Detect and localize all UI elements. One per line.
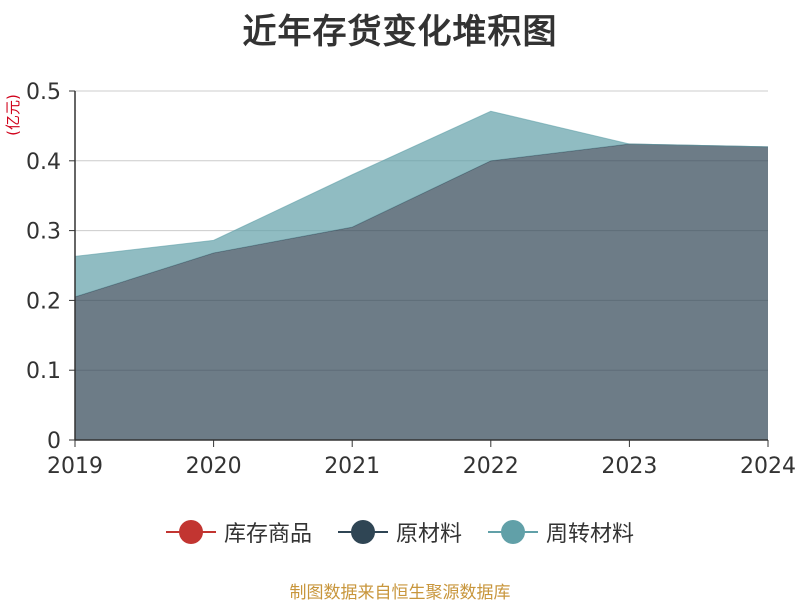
axes: 0 0.1 0.2 0.3 0.4 0.5 2019 2020 2021 2022 2023 2024 — [26, 80, 796, 479]
y-tick-label: 0.1 — [26, 359, 61, 384]
legend-marker-icon — [488, 518, 538, 546]
stacked-areas — [74, 110, 769, 440]
legend-dot — [350, 520, 375, 544]
data-source-note: 制图数据来自恒生聚源数据库 — [289, 583, 511, 603]
legend-label: 原材料 — [395, 522, 462, 547]
legend-label: 库存商品 — [223, 522, 312, 547]
y-tick-label: 0.2 — [26, 289, 61, 314]
legend-label: 周转材料 — [546, 522, 635, 547]
legend-dot — [501, 520, 525, 544]
x-tick-label: 2019 — [47, 454, 103, 479]
chart-title: 近年存货变化堆积图 — [242, 12, 558, 52]
legend-dot — [178, 520, 203, 544]
chart-legend: 库存商品 原材料 周转材料 — [0, 516, 800, 548]
area-series-3 — [75, 111, 768, 297]
y-tick-label: 0.5 — [26, 80, 61, 105]
legend-item[interactable]: 原材料 — [337, 516, 462, 548]
y-tick-label: 0.4 — [26, 150, 61, 175]
legend-item[interactable]: 周转材料 — [488, 516, 634, 548]
legend-item[interactable]: 库存商品 — [165, 516, 312, 548]
y-tick-label: 0 — [47, 429, 61, 454]
x-tick-label: 2023 — [601, 454, 657, 479]
y-tick-label: 0.3 — [26, 220, 61, 245]
x-tick-label: 2021 — [324, 454, 380, 479]
x-tick-label: 2024 — [740, 454, 796, 479]
legend-marker-icon — [337, 518, 388, 546]
legend-marker-icon — [165, 518, 216, 546]
y-axis-unit-label: (亿元) — [4, 94, 22, 136]
x-tick-label: 2020 — [186, 454, 242, 479]
area-series-line-3 — [74, 110, 769, 257]
x-tick-label: 2022 — [463, 454, 519, 479]
area-series-2 — [75, 144, 768, 440]
